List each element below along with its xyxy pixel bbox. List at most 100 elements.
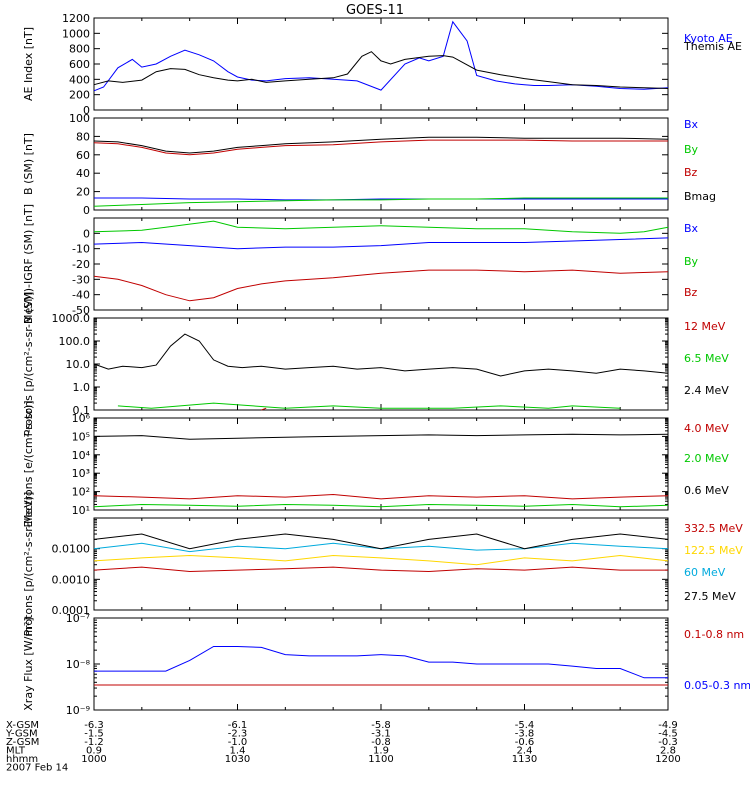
footer-value: -0.8 <box>371 737 391 748</box>
footer-value: 2.4 <box>517 746 533 757</box>
legend-label: By <box>684 255 699 268</box>
legend-label: 2.0 MeV <box>684 452 729 465</box>
legend-label: Bmag <box>684 190 716 203</box>
legend-label: 332.5 MeV <box>684 522 743 535</box>
footer-value: -0.6 <box>515 737 535 748</box>
footer-value: -3.8 <box>515 729 535 740</box>
y-tick-label: 0.1 <box>73 404 91 417</box>
footer-value: 1000 <box>81 754 106 765</box>
legend-label: 4.0 MeV <box>684 422 729 435</box>
panel-4: 0.1 1.0 10.0 100.0 1000.0 Protons [p/(cm²-s-s… <box>22 292 729 437</box>
series-line-3 <box>93 269 669 302</box>
legend-label: 0.1-0.8 nm <box>684 628 744 641</box>
legend-label: 6.5 MeV <box>684 352 729 365</box>
y-tick-label: 100 <box>69 112 90 125</box>
series-line-2 <box>93 554 669 566</box>
footer-value: 1130 <box>512 754 537 765</box>
footer-value: -5.8 <box>371 720 391 731</box>
y-tick-label: 800 <box>69 43 90 56</box>
series-line-3 <box>93 542 669 553</box>
series-line-1 <box>93 493 669 500</box>
y-tick-label: -50 <box>72 304 90 317</box>
y-tick-label: -10 <box>72 243 90 256</box>
panel-frame <box>93 617 669 711</box>
panel-frame <box>93 117 669 211</box>
y-tick-label: 1000.0 <box>52 312 91 325</box>
panel-3: -50 -40 -30 -20 -10 0 B (SM)-IGRF (SM) [nT] Bx B… <box>22 204 699 324</box>
y-tick-label: 60 <box>76 149 90 162</box>
y-tick-label: 10¹ <box>72 504 90 517</box>
legend-label: Kyoto AE <box>684 32 733 45</box>
legend-label: Bx <box>684 118 699 131</box>
footer-row-label: Y-GSM <box>5 729 38 740</box>
legend-label: Bx <box>684 222 699 235</box>
y-axis-label: Protons [p/(cm²-s-sr-MeV)] <box>22 492 35 637</box>
series-line-1 <box>94 197 668 201</box>
series-line-2 <box>94 646 668 679</box>
y-tick-label: 0.0010 <box>52 573 91 586</box>
y-axis-label: Protons [p/(cm²-s-sr-MeV)] <box>22 292 35 437</box>
series-line-1 <box>93 566 668 573</box>
legend-label: 60 MeV <box>684 566 726 579</box>
y-tick-label: 0 <box>83 204 90 217</box>
panel-frame <box>93 17 669 111</box>
series-line-1 <box>261 407 267 411</box>
footer-value: -0.3 <box>658 737 678 748</box>
footer-value: -1.0 <box>228 737 248 748</box>
series-line-1 <box>93 20 669 92</box>
y-tick-label: 0 <box>83 227 90 240</box>
y-axis-label: B (SM) [nT] <box>22 133 35 195</box>
y-tick-label: 10⁻⁷ <box>66 612 90 625</box>
panel-frame <box>93 517 669 611</box>
series-line-4 <box>93 533 669 550</box>
figure-title: GOES-11 <box>346 3 404 18</box>
y-tick-label: -30 <box>72 273 90 286</box>
legend-label: Bz <box>684 286 698 299</box>
panel-6: 0.0001 0.0010 0.0100 Protons [p/(cm²-s-sr-M… <box>22 492 743 637</box>
y-axis-label: Electrons [e/(cm²-s-sr)] <box>22 400 35 527</box>
footer-row-label: MLT <box>6 746 26 757</box>
footer-value: -1.5 <box>84 729 104 740</box>
y-tick-label: 80 <box>76 130 90 143</box>
footer-value: 1.4 <box>230 746 246 757</box>
footer-value: 1.9 <box>373 746 389 757</box>
y-tick-label: 100.0 <box>59 335 91 348</box>
series-line-2 <box>93 503 669 508</box>
y-tick-label: 0 <box>83 104 90 117</box>
footer-table: X-GSM -6.3 -6.1 -5.8 -5.4 -4.9 Y-GSM -1.5 -2.3 -3… <box>5 720 681 774</box>
footer-row-label: X-GSM <box>6 720 39 731</box>
panel-7: 10⁻⁹ 10⁻⁸ 10⁻⁷ Xray Flux [W/m²] 0.1-0.8 nm 0.… <box>22 612 750 717</box>
series-line-1 <box>93 237 669 250</box>
y-tick-label: 10⁵ <box>72 430 90 443</box>
legend-label: By <box>684 143 699 156</box>
footer-row-label: hhmm <box>6 754 38 765</box>
y-tick-label: 1000 <box>62 27 90 40</box>
y-tick-label: 0.0001 <box>52 604 91 617</box>
series-line-2 <box>93 51 669 89</box>
legend-label: 12 MeV <box>684 320 726 333</box>
y-tick-label: 10.0 <box>66 358 91 371</box>
y-tick-label: 10⁴ <box>72 449 91 462</box>
footer-row-label: Z-GSM <box>6 737 39 748</box>
panel-5: 10¹ 10² 10³ 10⁴ 10⁵ 10⁶ Electrons [e/(cm²-s-sr… <box>22 400 729 527</box>
footer-value: 1200 <box>655 754 680 765</box>
footer-value: -5.4 <box>515 720 535 731</box>
panel-frame <box>93 317 669 411</box>
y-tick-label: 10³ <box>72 467 90 480</box>
y-tick-label: -20 <box>72 258 90 271</box>
panel-1: 0 200 400 600 800 1000 1200 AE Index [nT] Kyoto … <box>22 12 742 117</box>
footer-value: -6.1 <box>228 720 248 731</box>
footer-value: 0.9 <box>86 746 102 757</box>
y-tick-label: 20 <box>76 186 90 199</box>
y-tick-label: 10⁶ <box>72 412 91 425</box>
y-tick-label: 600 <box>69 58 90 71</box>
y-tick-label: 10⁻⁹ <box>66 704 90 717</box>
legend-label: 0.05-0.3 nm <box>684 679 750 692</box>
series-line-2 <box>117 402 621 409</box>
footer-date: 2007 Feb 14 <box>6 763 68 774</box>
series-line-2 <box>93 220 669 234</box>
y-tick-label: 1200 <box>62 12 90 25</box>
y-tick-label: 200 <box>69 89 90 102</box>
footer-value: 1100 <box>368 754 393 765</box>
